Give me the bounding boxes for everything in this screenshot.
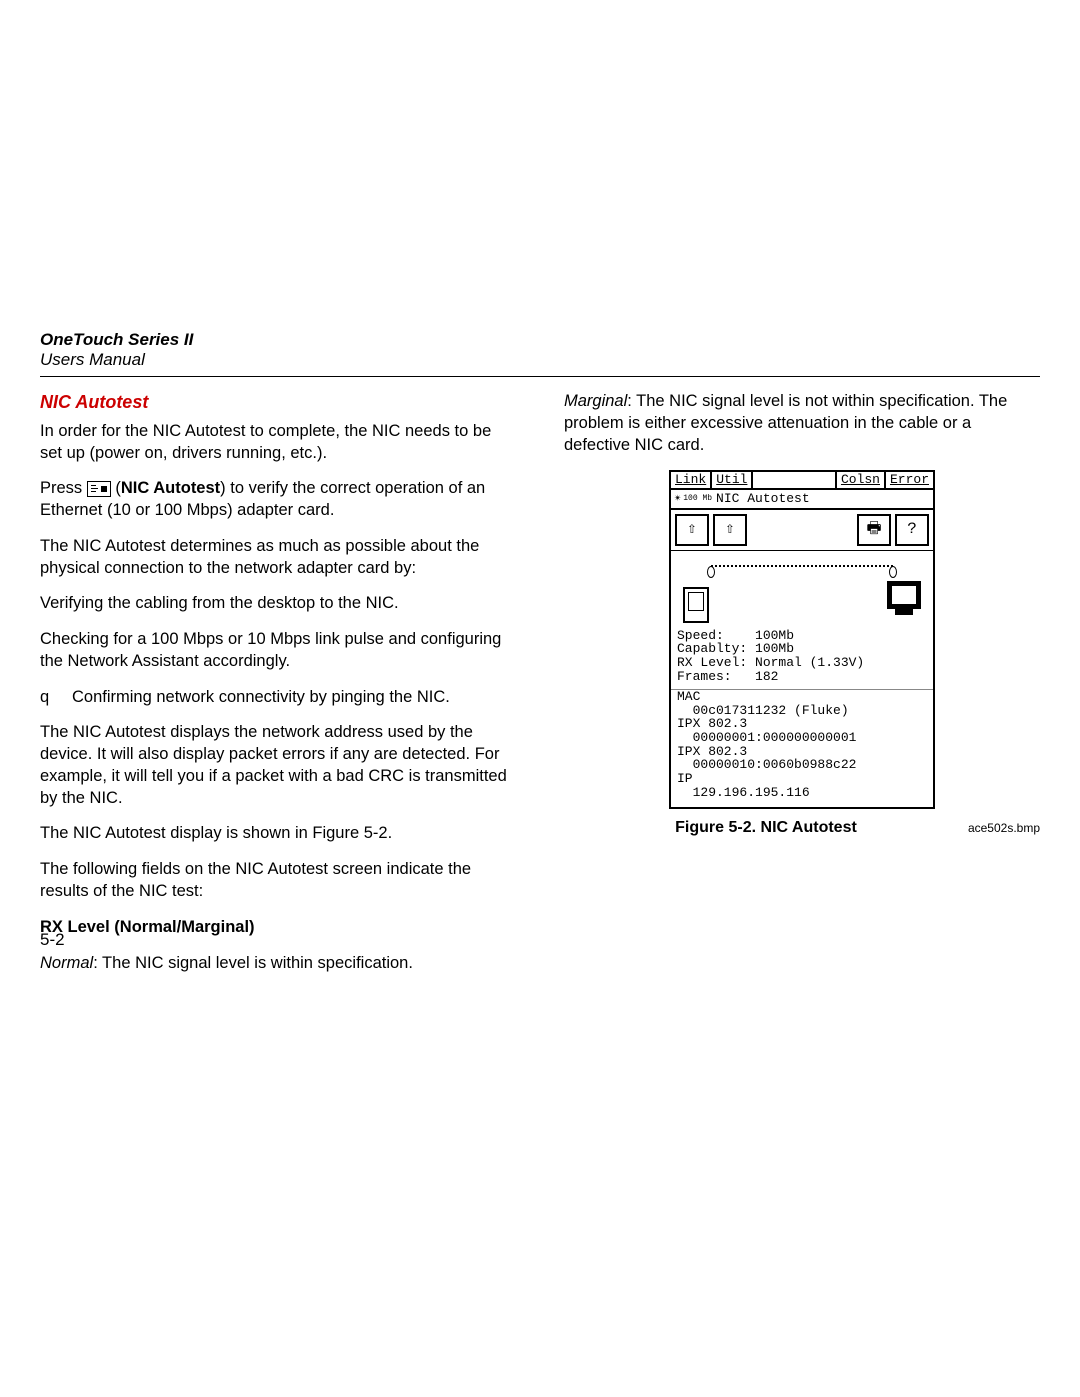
right-column: Marginal: The NIC signal level is not wi… bbox=[564, 391, 1040, 988]
up-button-2[interactable]: ⇧ bbox=[713, 514, 747, 546]
handheld-icon bbox=[683, 587, 709, 623]
bullet-3-row: q Confirming network connectivity by pin… bbox=[40, 687, 516, 709]
autotest-key-icon bbox=[87, 481, 111, 497]
cable-diagram bbox=[677, 557, 927, 627]
bullet-3-marker: q bbox=[40, 687, 72, 709]
product-title: OneTouch Series II bbox=[40, 330, 1040, 350]
press-text-a: Press bbox=[40, 479, 87, 497]
stats-block: Speed: 100Mb Capablty: 100Mb RX Level: N… bbox=[671, 629, 933, 686]
doc-type: Users Manual bbox=[40, 350, 1040, 370]
press-text-b: ( bbox=[111, 479, 121, 497]
manual-page: OneTouch Series II Users Manual NIC Auto… bbox=[40, 330, 1040, 988]
page-header: OneTouch Series II Users Manual bbox=[40, 330, 1040, 370]
normal-text: : The NIC signal level is within specifi… bbox=[93, 954, 413, 972]
fields-intro-para: The following fields on the NIC Autotest… bbox=[40, 859, 516, 903]
marginal-text: : The NIC signal level is not within spe… bbox=[564, 392, 1007, 454]
tab-colsn[interactable]: Colsn bbox=[837, 472, 886, 488]
print-button[interactable]: 🖶 bbox=[857, 514, 891, 546]
header-rule bbox=[40, 376, 1040, 377]
tab-link[interactable]: Link bbox=[671, 472, 712, 488]
bullet-3: Confirming network connectivity by pingi… bbox=[72, 687, 450, 709]
bullet-1: Verifying the cabling from the desktop t… bbox=[40, 593, 516, 615]
page-number: 5-2 bbox=[40, 930, 65, 950]
tab-error[interactable]: Error bbox=[886, 472, 933, 488]
left-column: NIC Autotest In order for the NIC Autote… bbox=[40, 391, 516, 988]
section-heading: NIC Autotest bbox=[40, 391, 516, 415]
bug-icon: ✴ bbox=[674, 492, 681, 505]
button-spacer bbox=[751, 514, 853, 546]
device-button-row: ⇧ ⇧ 🖶 ? bbox=[671, 510, 933, 551]
bullet-2: Checking for a 100 Mbps or 10 Mbps link … bbox=[40, 629, 516, 673]
device-titlebar: ✴ 100 Mb NIC Autotest bbox=[671, 490, 933, 510]
intro-para: In order for the NIC Autotest to complet… bbox=[40, 421, 516, 465]
press-label: NIC Autotest bbox=[121, 479, 220, 497]
tab-util[interactable]: Util bbox=[712, 472, 753, 488]
figure-caption-row: Figure 5-2. NIC Autotest ace502s.bmp bbox=[564, 817, 1040, 838]
figure-caption: Figure 5-2. NIC Autotest bbox=[564, 817, 968, 838]
determines-para: The NIC Autotest determines as much as p… bbox=[40, 536, 516, 580]
rate-badge: 100 Mb bbox=[683, 496, 712, 502]
cable-icon bbox=[711, 565, 893, 577]
normal-label: Normal bbox=[40, 954, 93, 972]
rx-level-heading: RX Level (Normal/Marginal) bbox=[40, 917, 516, 939]
up-button-1[interactable]: ⇧ bbox=[675, 514, 709, 546]
device-tabs: Link Util Colsn Error bbox=[671, 472, 933, 490]
marginal-label: Marginal bbox=[564, 392, 627, 410]
addresses-para: The NIC Autotest displays the network ad… bbox=[40, 722, 516, 809]
screen-title: NIC Autotest bbox=[716, 492, 810, 506]
marginal-para: Marginal: The NIC signal level is not wi… bbox=[564, 391, 1040, 456]
figure-ref-para: The NIC Autotest display is shown in Fig… bbox=[40, 823, 516, 845]
device-screenshot: Link Util Colsn Error ✴ 100 Mb NIC Autot… bbox=[669, 470, 935, 809]
help-button[interactable]: ? bbox=[895, 514, 929, 546]
normal-para: Normal: The NIC signal level is within s… bbox=[40, 953, 516, 975]
pc-icon bbox=[887, 581, 921, 609]
address-block: MAC 00c017311232 (Fluke) IPX 802.3 00000… bbox=[671, 689, 933, 807]
tab-gap bbox=[753, 472, 837, 488]
two-column-layout: NIC Autotest In order for the NIC Autote… bbox=[40, 391, 1040, 988]
press-para: Press (NIC Autotest) to verify the corre… bbox=[40, 478, 516, 522]
bmp-filename: ace502s.bmp bbox=[968, 821, 1040, 837]
